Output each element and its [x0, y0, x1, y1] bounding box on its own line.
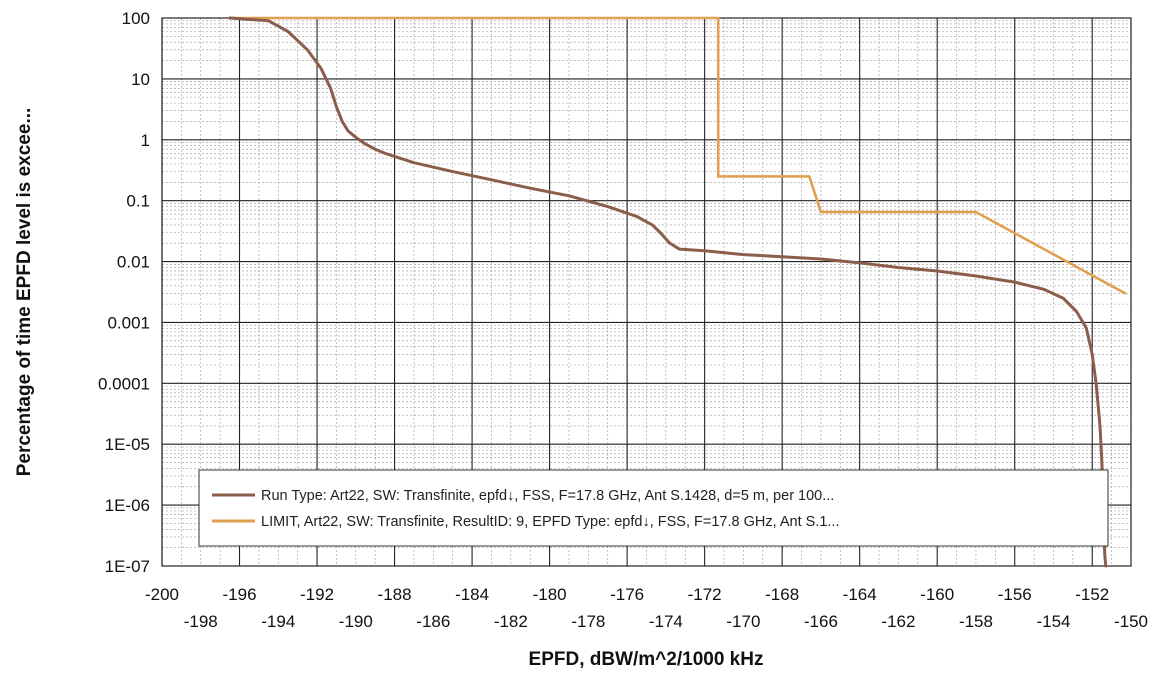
x-tick-label-lower: -194	[261, 612, 295, 631]
x-tick-label-upper: -168	[765, 585, 799, 604]
legend: Run Type: Art22, SW: Transfinite, epfd↓,…	[198, 469, 1109, 547]
x-tick-label-lower: -162	[881, 612, 915, 631]
x-tick-label-upper: -156	[998, 585, 1032, 604]
x-tick-label-upper: -196	[223, 585, 257, 604]
series-layer	[228, 16, 1127, 568]
x-tick-labels: -200 -196 -192 -188 -184 -180 -176 -172 -168 -164…	[145, 585, 1148, 631]
y-tick-label: 0.01	[117, 253, 150, 272]
x-tick-label-lower: -198	[184, 612, 218, 631]
legend-label-limit: LIMIT, Art22, SW: Transfinite, ResultID:…	[261, 514, 840, 530]
series-line-limit	[228, 16, 1127, 295]
x-tick-label-upper: -164	[843, 585, 877, 604]
x-tick-label-upper: -152	[1075, 585, 1109, 604]
x-tick-label-lower: -154	[1036, 612, 1070, 631]
x-tick-label-upper: -176	[610, 585, 644, 604]
y-tick-label: 1E-06	[105, 496, 150, 515]
y-tick-labels: 100 10 1 0.1 0.01 0.001 0.0001 1E-05 1E-06 1E-07	[98, 9, 150, 576]
x-tick-label-lower: -170	[726, 612, 760, 631]
legend-label-run: Run Type: Art22, SW: Transfinite, epfd↓,…	[261, 488, 834, 504]
legend-box	[198, 469, 1109, 547]
y-tick-label: 0.001	[107, 313, 150, 332]
x-tick-label-upper: -180	[533, 585, 567, 604]
x-tick-label-upper: -184	[455, 585, 489, 604]
x-tick-label-lower: -178	[571, 612, 605, 631]
y-tick-label: 10	[131, 70, 150, 89]
y-tick-label: 1	[141, 131, 150, 150]
y-tick-label: 1E-05	[105, 435, 150, 454]
x-tick-label-lower: -150	[1114, 612, 1148, 631]
y-tick-label: 0.1	[126, 192, 150, 211]
y-tick-label: 1E-07	[105, 557, 150, 576]
x-tick-label-upper: -160	[920, 585, 954, 604]
x-tick-label-lower: -186	[416, 612, 450, 631]
x-tick-label-upper: -200	[145, 585, 179, 604]
x-tick-label-lower: -174	[649, 612, 683, 631]
x-tick-label-lower: -190	[339, 612, 373, 631]
x-tick-label-lower: -182	[494, 612, 528, 631]
x-tick-label-upper: -172	[688, 585, 722, 604]
y-tick-label: 0.0001	[98, 374, 150, 393]
x-tick-label-lower: -158	[959, 612, 993, 631]
x-tick-label-upper: -188	[378, 585, 412, 604]
series-line-run	[228, 16, 1108, 568]
y-axis-title: Percentage of time EPFD level is excee..…	[14, 108, 35, 477]
y-tick-label: 100	[122, 9, 150, 28]
x-tick-label-upper: -192	[300, 585, 334, 604]
x-tick-label-lower: -166	[804, 612, 838, 631]
x-axis-title: EPFD, dBW/m^2/1000 kHz	[529, 649, 764, 670]
